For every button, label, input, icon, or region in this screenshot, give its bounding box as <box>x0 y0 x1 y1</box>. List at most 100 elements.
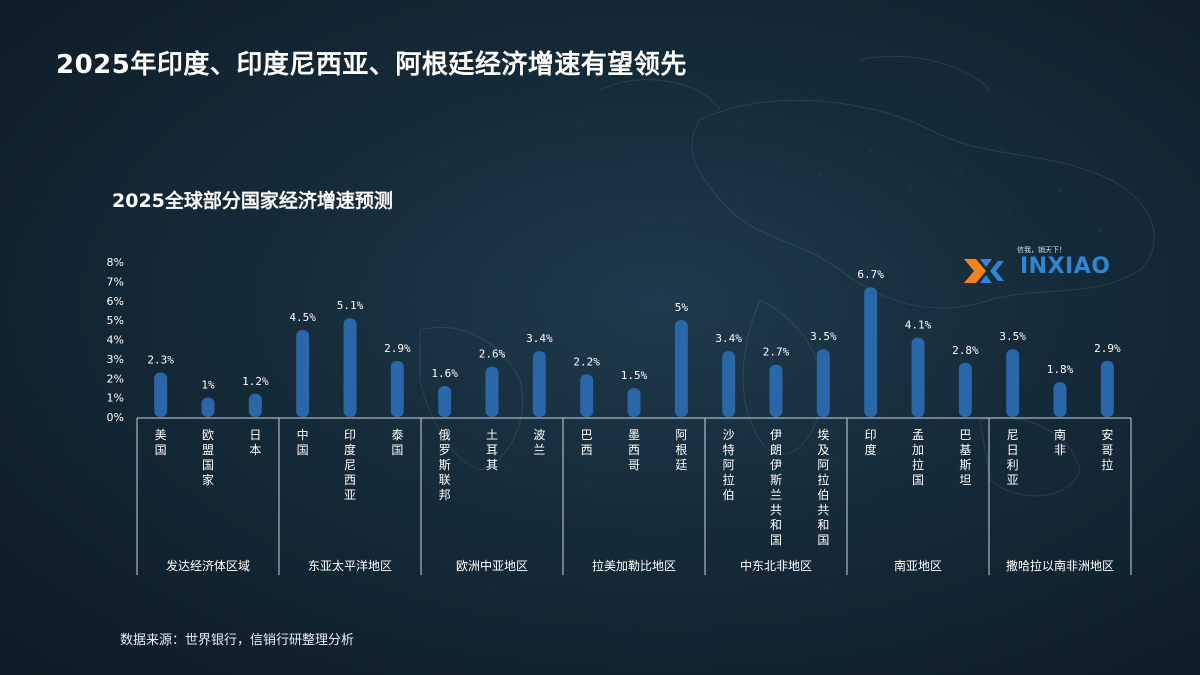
data-label: 3.5% <box>810 330 837 343</box>
category-label: 根 <box>675 443 687 457</box>
bar <box>864 287 878 417</box>
data-label: 6.7% <box>857 268 884 281</box>
category-label: 罗 <box>439 443 451 457</box>
data-label: 4.5% <box>289 311 316 324</box>
data-label: 1.5% <box>621 369 648 382</box>
category-label: 邦 <box>439 488 451 502</box>
category-label: 西 <box>344 473 356 487</box>
logo-text: INXIAO <box>1020 254 1111 279</box>
data-label: 1% <box>201 379 215 392</box>
category-label: 和 <box>770 518 782 532</box>
category-label: 拉 <box>817 472 829 487</box>
data-label: 2.6% <box>479 348 506 361</box>
category-label: 斯 <box>439 458 451 472</box>
bar <box>580 374 594 417</box>
category-label: 安 <box>1101 427 1113 442</box>
bar <box>343 318 357 417</box>
data-source: 数据来源：世界银行，信销行研整理分析 <box>120 633 355 648</box>
y-tick-label: 1% <box>107 392 124 405</box>
y-tick-label: 6% <box>107 295 124 308</box>
bar <box>485 366 499 417</box>
bar <box>769 364 783 417</box>
category-label: 阿 <box>675 428 687 442</box>
category-label: 印 <box>865 428 877 442</box>
category-label: 日 <box>1007 443 1019 457</box>
category-label: 尼 <box>344 458 356 472</box>
category-label: 拉 <box>912 457 924 472</box>
category-label: 国 <box>202 458 214 472</box>
category-label: 加 <box>912 443 924 457</box>
category-label: 斯 <box>770 473 782 487</box>
category-label: 国 <box>817 533 829 547</box>
y-tick-label: 4% <box>107 334 124 347</box>
category-label: 日 <box>249 428 261 442</box>
category-label: 欧 <box>202 428 214 442</box>
bar <box>958 362 972 417</box>
data-label: 2.8% <box>952 344 979 357</box>
group-label: 撒哈拉以南非洲地区 <box>1006 558 1114 573</box>
category-label: 拉 <box>1101 457 1113 472</box>
category-label: 亚 <box>344 488 356 502</box>
category-label: 本 <box>249 443 261 457</box>
category-label: 南 <box>1054 427 1066 442</box>
category-label: 坦 <box>959 473 971 487</box>
category-label: 兰 <box>533 443 545 457</box>
category-label: 盟 <box>202 443 214 457</box>
data-label: 4.1% <box>905 319 932 332</box>
category-label: 墨 <box>628 428 640 442</box>
category-label: 拉 <box>723 472 735 487</box>
category-label: 和 <box>817 518 829 532</box>
bar <box>390 360 404 417</box>
category-label: 尼 <box>1007 428 1019 442</box>
category-label: 西 <box>628 443 640 457</box>
logo-tagline: 信我，销天下！ <box>1017 246 1066 254</box>
category-label: 波 <box>533 428 545 442</box>
slide-title: 2025年印度、印度尼西亚、阿根廷经济增速有望领先 <box>56 50 687 80</box>
category-label: 哥 <box>1101 443 1113 457</box>
data-label: 3.4% <box>526 332 553 345</box>
category-label: 美 <box>155 428 167 442</box>
category-label: 特 <box>723 442 735 457</box>
bar <box>1006 349 1020 417</box>
bar <box>1053 382 1067 417</box>
category-label: 国 <box>912 473 924 487</box>
category-label: 巴 <box>581 428 593 442</box>
bar <box>532 351 546 417</box>
data-label: 1.2% <box>242 375 269 388</box>
category-label: 印 <box>344 428 356 442</box>
data-label: 2.7% <box>763 346 790 359</box>
data-label: 1.6% <box>431 367 458 380</box>
category-label: 共 <box>817 503 829 517</box>
category-label: 西 <box>581 443 593 457</box>
data-label: 1.8% <box>1047 363 1074 376</box>
y-tick-label: 2% <box>107 372 124 385</box>
group-label: 中东北非地区 <box>740 558 812 573</box>
group-label: 东亚太平洋地区 <box>308 558 392 573</box>
data-label: 2.9% <box>1094 342 1121 355</box>
y-tick-label: 5% <box>107 314 124 327</box>
category-label: 国 <box>297 443 309 457</box>
category-label: 国 <box>155 443 167 457</box>
group-label: 欧洲中亚地区 <box>456 558 528 573</box>
category-label: 伯 <box>817 487 829 502</box>
category-label: 伊 <box>770 428 782 442</box>
bar <box>722 351 736 417</box>
bar <box>296 329 310 417</box>
category-label: 哥 <box>628 458 640 472</box>
category-label: 联 <box>439 473 451 487</box>
category-label: 巴 <box>959 428 971 442</box>
category-label: 利 <box>1007 458 1019 472</box>
y-tick-label: 3% <box>107 353 124 366</box>
category-label: 家 <box>202 472 214 487</box>
category-label: 俄 <box>439 428 451 442</box>
data-label: 2.9% <box>384 342 411 355</box>
logo-mark-icon <box>964 259 1004 283</box>
category-label: 伯 <box>723 487 735 502</box>
category-label: 度 <box>344 442 356 457</box>
category-label: 沙 <box>723 428 735 442</box>
category-label: 耳 <box>486 443 498 457</box>
group-label: 南亚地区 <box>894 558 942 573</box>
data-label: 5% <box>675 301 689 314</box>
